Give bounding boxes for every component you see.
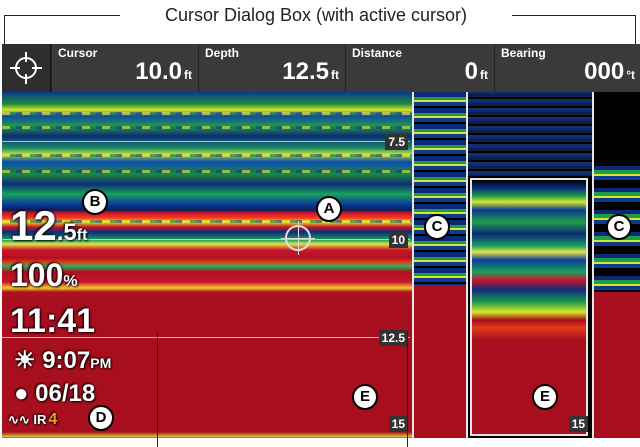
sonar-streak bbox=[2, 126, 412, 129]
zoom-overview bbox=[468, 92, 592, 176]
panel-divider bbox=[466, 92, 468, 438]
callout-a: A bbox=[316, 196, 342, 222]
depth-value: 12.5 ft bbox=[282, 58, 339, 85]
depth-scale-label: 10 bbox=[388, 232, 408, 248]
depth-scale-label: 15 bbox=[388, 416, 408, 432]
panel-divider bbox=[412, 92, 414, 438]
sonar-streak bbox=[2, 154, 412, 157]
ir-readout: ∿∿ IR 4 bbox=[8, 411, 58, 428]
date-readout: ● 06/18 bbox=[14, 380, 96, 407]
callout-d: D bbox=[88, 405, 114, 431]
depth-line bbox=[2, 239, 410, 240]
flasher-column bbox=[414, 92, 466, 438]
caption-text: Cursor Dialog Box (with active cursor) bbox=[164, 5, 468, 25]
depth-scale-label: 15 bbox=[568, 416, 588, 432]
depth-line bbox=[2, 337, 410, 338]
depth-field: Depth 12.5 ft bbox=[198, 44, 345, 92]
flasher-blank bbox=[594, 92, 640, 164]
distance-field: Distance 0 ft bbox=[345, 44, 494, 92]
clock-readout: 11:41 bbox=[10, 302, 96, 340]
sonar-streak bbox=[2, 112, 412, 115]
moon-icon: ● bbox=[14, 380, 29, 407]
depth-scale-label: 7.5 bbox=[385, 134, 408, 150]
active-cursor-icon[interactable] bbox=[281, 221, 315, 255]
callout-e: E bbox=[532, 384, 558, 410]
bottom-return bbox=[594, 292, 640, 438]
panel-divider bbox=[592, 92, 594, 438]
bearing-value: 000 °t bbox=[584, 58, 635, 85]
caption-tick-right bbox=[635, 15, 636, 49]
flasher-column bbox=[594, 92, 640, 438]
sun-icon: ☀ bbox=[14, 347, 36, 374]
callout-leader bbox=[407, 332, 408, 447]
sonar-streak bbox=[2, 220, 412, 223]
callout-e: E bbox=[352, 384, 378, 410]
bearing-label: Bearing bbox=[501, 46, 546, 60]
zoom-view[interactable]: 15 bbox=[468, 92, 592, 438]
depth-label: Depth bbox=[205, 46, 239, 60]
distance-value: 0 ft bbox=[464, 58, 488, 85]
depth-scale-label: 12.5 bbox=[378, 330, 408, 346]
digital-depth: 12.5ft bbox=[10, 202, 88, 249]
callout-c: C bbox=[606, 214, 632, 240]
percent-readout: 100% bbox=[10, 257, 78, 293]
cursor-button[interactable] bbox=[2, 44, 51, 92]
caption-tick-left bbox=[4, 15, 5, 49]
sunset-readout: ☀ 9:07PM bbox=[14, 347, 112, 374]
distance-label: Distance bbox=[352, 46, 403, 60]
sonar-history-view[interactable]: 7.5 10 12.5 15 bbox=[2, 92, 412, 438]
zoom-window bbox=[470, 178, 588, 436]
caption-line-right bbox=[512, 15, 636, 16]
cursor-dialog-box: Cursor 10.0 ft Depth 12.5 ft Distance 0 ft … bbox=[2, 44, 640, 92]
cursor-label: Cursor bbox=[58, 46, 98, 60]
callout-c: C bbox=[424, 214, 450, 240]
wave-icon: ∿∿ bbox=[8, 412, 30, 427]
depth-line bbox=[2, 141, 410, 142]
cursor-value: 10.0 ft bbox=[135, 58, 192, 85]
callout-b: B bbox=[82, 189, 108, 215]
cursor-field: Cursor 10.0 ft bbox=[51, 44, 198, 92]
caption: Cursor Dialog Box (with active cursor) bbox=[0, 4, 640, 49]
callout-leader bbox=[157, 332, 158, 447]
sonar-streak bbox=[2, 170, 412, 173]
bottom-return bbox=[414, 285, 466, 438]
sonar-screen: Cursor 10.0 ft Depth 12.5 ft Distance 0 ft … bbox=[2, 44, 640, 438]
caption-line-left bbox=[4, 15, 120, 16]
bearing-field: Bearing 000 °t bbox=[494, 44, 640, 92]
crosshair-icon bbox=[10, 52, 42, 84]
